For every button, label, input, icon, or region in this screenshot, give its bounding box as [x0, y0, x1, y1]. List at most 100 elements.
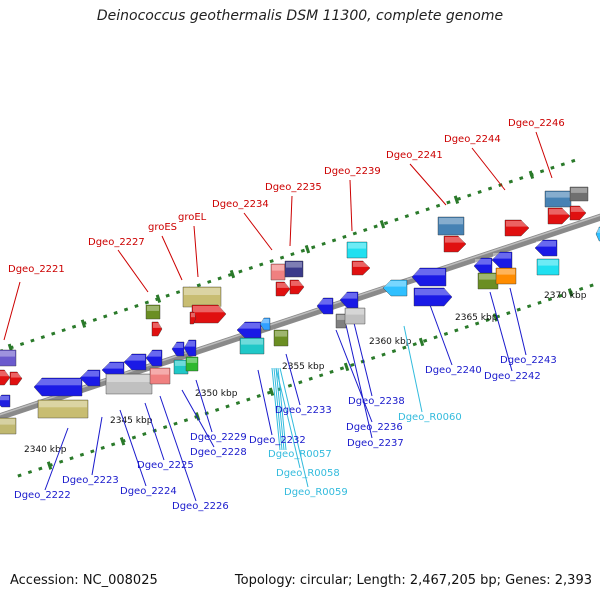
top-label-dgeo-2227: Dgeo_2227	[88, 237, 145, 248]
bottom-label-dgeo-2222: Dgeo_2222	[14, 490, 71, 501]
gene-block	[0, 417, 17, 435]
top-label-dgeo-2246: Dgeo_2246	[508, 118, 565, 129]
gene-block-shine	[497, 269, 515, 275]
gene-block	[105, 373, 153, 395]
gene-block	[595, 226, 600, 242]
top-label-groes: groES	[148, 222, 177, 233]
gene-block	[123, 353, 147, 371]
bottom-label-leader	[195, 379, 213, 433]
tick-mark	[19, 342, 25, 347]
tick-mark	[165, 293, 170, 298]
gene-block-shine	[413, 269, 445, 276]
tick-mark	[38, 466, 43, 471]
tick-mark	[425, 207, 430, 212]
major-tick-mark	[229, 269, 236, 279]
major-tick-mark	[46, 461, 53, 470]
gene-block	[382, 279, 408, 297]
top-label-leader	[409, 163, 447, 206]
gene-block	[270, 263, 286, 281]
tick-mark	[207, 279, 212, 284]
top-label-leader	[243, 212, 273, 251]
tick-mark	[454, 328, 459, 333]
gene-block-shine	[546, 192, 570, 198]
tick-mark	[173, 421, 178, 426]
tick-mark	[123, 307, 129, 312]
gene-block	[145, 304, 161, 320]
gene-block	[149, 367, 171, 385]
gene-block-shine	[272, 265, 284, 271]
gene-block-shine	[147, 306, 159, 311]
gene-block-shine	[151, 369, 169, 375]
gene-block	[344, 307, 366, 325]
top-label-leader	[471, 147, 506, 191]
gene-block-shine	[125, 355, 145, 361]
tick-mark	[17, 473, 22, 478]
gene-block-shine	[107, 375, 151, 382]
bottom-label-dgeo-2228: Dgeo_2228	[190, 447, 247, 458]
gene-block-shine	[597, 228, 600, 233]
gene-features	[0, 186, 600, 435]
tick-mark	[394, 217, 399, 222]
gene-block-shine	[11, 373, 21, 378]
gene-block-shine	[275, 331, 287, 337]
scale-labels: 2340 kbp 2345 kbp 2350 kbp 2355 kbp 2360 kbp…	[24, 291, 587, 455]
tick-mark	[79, 452, 85, 457]
gene-block-shine	[35, 379, 81, 386]
bottom-label-leader	[257, 369, 273, 436]
gene-block-shine	[241, 339, 263, 345]
label-leaders	[3, 131, 553, 502]
gene-block-shine	[337, 315, 345, 320]
tick-mark	[318, 373, 324, 378]
scale-label-2370-kbp: 2370 kbp	[544, 291, 587, 301]
major-tick-mark	[528, 170, 535, 180]
gene-block-shine	[147, 351, 161, 357]
major-tick-mark	[453, 195, 460, 204]
tick-mark	[321, 241, 326, 246]
gene-block	[151, 321, 163, 337]
bottom-label-leader	[345, 324, 373, 439]
gene-block-shine	[238, 323, 260, 329]
gene-block-shine	[384, 281, 406, 287]
top-label-leader	[193, 225, 199, 278]
map-title: Deinococcus geothermalis DSM 11300, comp…	[96, 8, 504, 24]
tick-mark	[526, 304, 532, 309]
bottom-label-dgeo-2223: Dgeo_2223	[62, 475, 119, 486]
gene-block-shine	[173, 343, 183, 348]
top-label-dgeo-2235: Dgeo_2235	[265, 182, 322, 193]
tick-mark	[539, 169, 545, 174]
gene-block	[171, 341, 185, 357]
tick-mark	[464, 324, 469, 329]
bottom-label-leader	[44, 427, 69, 491]
top-label-leader	[349, 179, 353, 232]
tick-mark	[519, 176, 524, 181]
tick-mark	[162, 425, 168, 430]
tick-mark	[71, 324, 77, 329]
gene-block-shine	[39, 401, 87, 408]
tick-mark	[27, 470, 33, 475]
bottom-label-dgeo-2242: Dgeo_2242	[484, 371, 541, 382]
gene-block-shine	[0, 351, 15, 357]
top-label-leader	[535, 131, 553, 179]
gene-block	[0, 394, 11, 408]
gene-block	[346, 241, 368, 259]
gene-block	[547, 207, 571, 225]
gene-block-shine	[0, 396, 9, 401]
top-label-groel: groEL	[178, 212, 207, 223]
tick-mark	[51, 331, 56, 336]
bottom-label-leader	[159, 395, 197, 502]
gene-block	[182, 286, 222, 308]
tick-mark	[61, 328, 66, 333]
tick-mark	[90, 449, 95, 454]
gene-block	[504, 219, 530, 237]
top-label-leader	[289, 195, 293, 247]
gene-block-shine	[571, 207, 585, 212]
tick-mark	[113, 310, 118, 315]
gene-block-shine	[445, 237, 465, 243]
gene-block-shine	[506, 221, 528, 227]
tick-mark	[433, 335, 438, 340]
tick-mark	[331, 238, 337, 243]
gene-block-shine	[353, 262, 369, 267]
tick-mark	[339, 366, 345, 371]
tick-mark	[142, 432, 147, 437]
rna-label-dgeo-r0057: Dgeo_R0057	[268, 449, 332, 460]
